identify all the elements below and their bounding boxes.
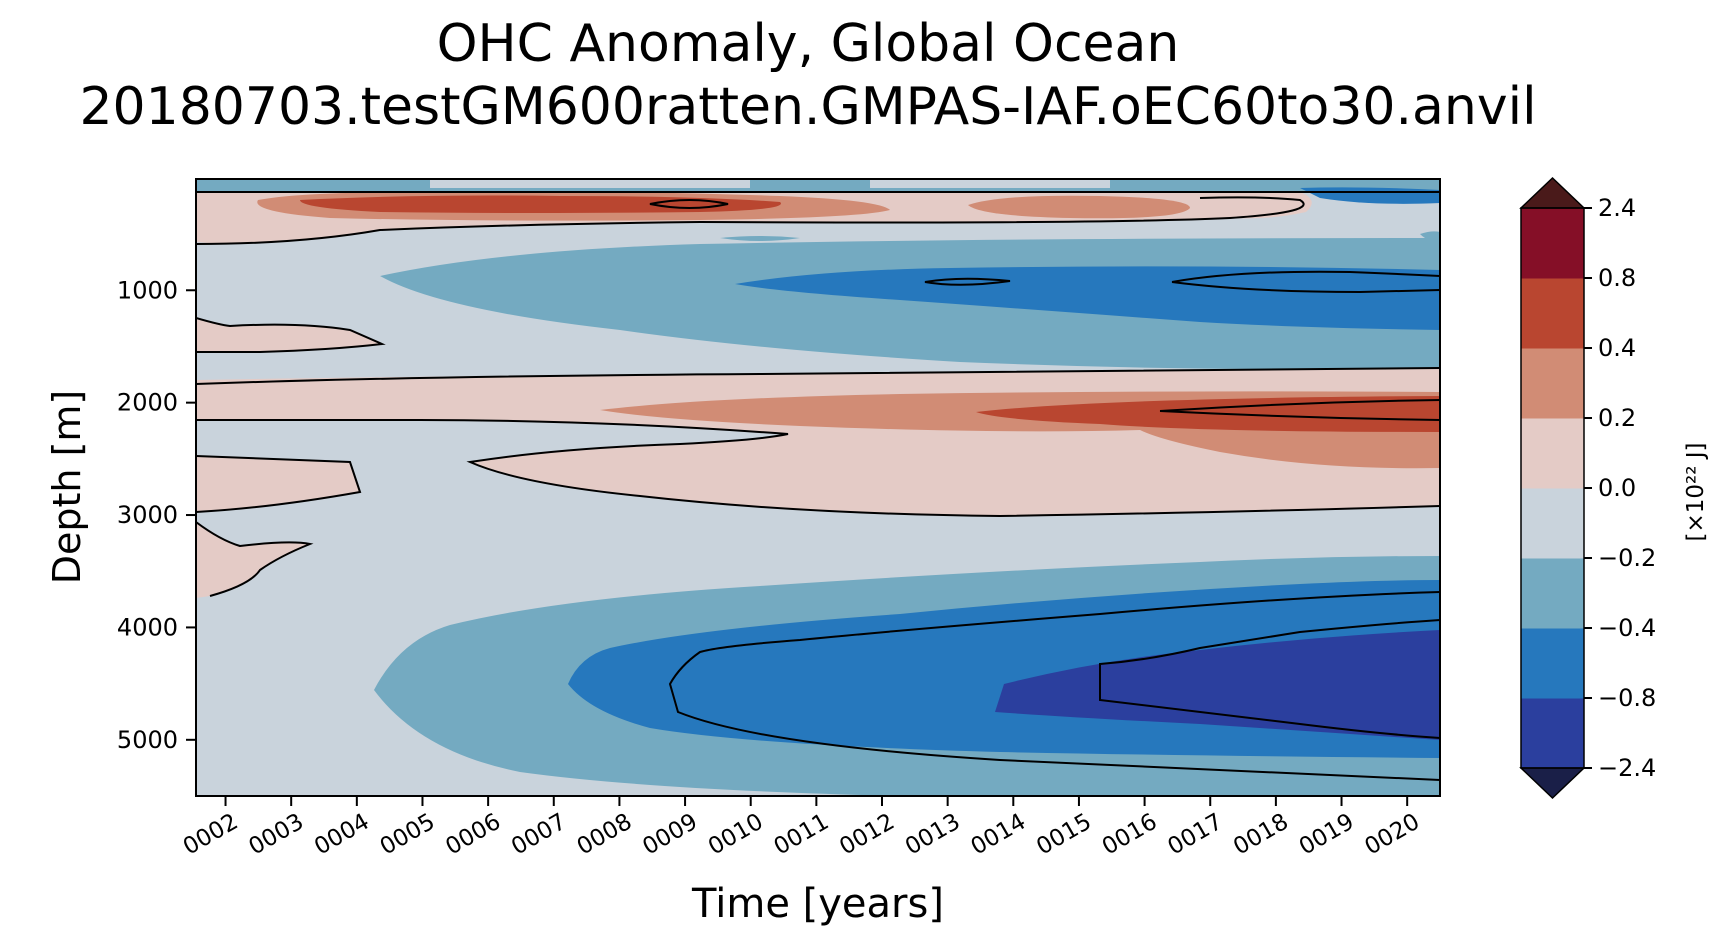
x-tick-label: 0019 (1295, 809, 1359, 861)
contour-line (1159, 410, 1440, 421)
deep-cool-darkest-core (995, 630, 1440, 740)
colorbar: 2.4 0.8 0.4 0.2 0.0 −0.2 −0.4 −0.8 −2.4 [×10²² J… (1519, 176, 1709, 800)
colorbar-tick-label: −0.4 (1598, 614, 1656, 642)
contour-line (1159, 399, 1440, 412)
contour-line (668, 591, 1440, 781)
contour-line (649, 199, 729, 209)
x-axis-label: Time [years] (691, 881, 944, 927)
colorbar-tick-label: 2.4 (1598, 194, 1636, 222)
x-tick-label: 0018 (1229, 809, 1293, 861)
colorbar-segment (1521, 208, 1584, 279)
x-tick-label: 0016 (1098, 809, 1162, 861)
left-warm-lobe (196, 522, 310, 598)
left-warm-lobe (196, 318, 382, 352)
x-tick-label: 0005 (376, 809, 440, 861)
x-tick-label: 0010 (704, 809, 768, 861)
x-tick-label: 0002 (179, 809, 243, 861)
plot-area (196, 179, 1440, 796)
surface-strip (196, 179, 1440, 191)
x-tick-label: 0015 (1032, 809, 1096, 861)
colorbar-segment (1521, 558, 1584, 629)
x-tick-label: 0017 (1164, 809, 1228, 861)
contour-line (196, 367, 1440, 385)
contour-line (196, 317, 386, 353)
colorbar-label: [×10²² J] (1683, 442, 1709, 541)
x-tick-label: 0007 (507, 809, 571, 861)
y-tick-label: 4000 (117, 613, 178, 641)
y-tick-label: 5000 (117, 726, 178, 754)
colorbar-segment (1521, 488, 1584, 559)
contour-line (196, 455, 362, 513)
colorbar-segment (1521, 628, 1584, 699)
x-tick-label: 0020 (1360, 809, 1424, 861)
colorbar-tick-label: 0.8 (1598, 264, 1636, 292)
colorbar-segment (1521, 348, 1584, 419)
chart-title: OHC Anomaly, Global Ocean (437, 14, 1180, 74)
contour-line (1171, 281, 1440, 294)
x-tick-label: 0012 (835, 809, 899, 861)
small-blue-patch (720, 236, 800, 241)
mid-depth-cool-core (735, 266, 1440, 330)
contour-lines (196, 191, 1440, 781)
y-tick-label: 1000 (117, 276, 178, 304)
contour-line (1099, 619, 1440, 739)
x-tick-label: 0006 (441, 809, 505, 861)
x-tick-label: 0011 (770, 809, 834, 861)
x-axis: 0002 0003 0004 0005 0006 0007 0008 0009 0010 0011… (179, 796, 1424, 927)
y-axis: 1000 2000 3000 4000 5000 Depth [m] (45, 276, 196, 754)
x-tick-label: 0014 (967, 809, 1031, 861)
x-tick-label: 0009 (638, 809, 702, 861)
contour-line (196, 418, 1440, 518)
x-tick-label: 0004 (310, 809, 374, 861)
contour-line (1171, 270, 1440, 283)
colorbar-tick-label: 0.2 (1598, 404, 1636, 432)
colorbar-tick-label: −0.8 (1598, 684, 1656, 712)
colorbar-segment (1521, 698, 1584, 769)
colorbar-tick-label: −0.2 (1598, 544, 1656, 572)
plot-frame (195, 178, 1441, 797)
x-tick-label: 0003 (244, 809, 308, 861)
colorbar-segment (1521, 278, 1584, 349)
y-axis-label: Depth [m] (45, 390, 89, 585)
colorbar-tick-label: −2.4 (1598, 754, 1656, 782)
near-surface-warm-core-2 (968, 195, 1190, 219)
y-tick-label: 2000 (117, 389, 178, 417)
chart-subtitle: 20180703.testGM600ratten.GMPAS-IAF.oEC60… (79, 77, 1536, 137)
contour-line (196, 521, 314, 597)
x-tick-label: 0008 (573, 809, 637, 861)
contour-line (196, 196, 1305, 245)
surface-strip-patch (430, 179, 750, 188)
contour-line (924, 277, 1011, 286)
colorbar-tick-label: 0.0 (1598, 474, 1636, 502)
colorbar-extend-high (1519, 176, 1586, 209)
surface-strip-patch (870, 179, 1110, 188)
y-tick-label: 3000 (117, 501, 178, 529)
x-tick-label: 0013 (901, 809, 965, 861)
colorbar-tick-label: 0.4 (1598, 334, 1636, 362)
near-surface-red-core (300, 195, 781, 213)
colorbar-segment (1521, 418, 1584, 489)
colorbar-extend-low (1519, 767, 1586, 800)
